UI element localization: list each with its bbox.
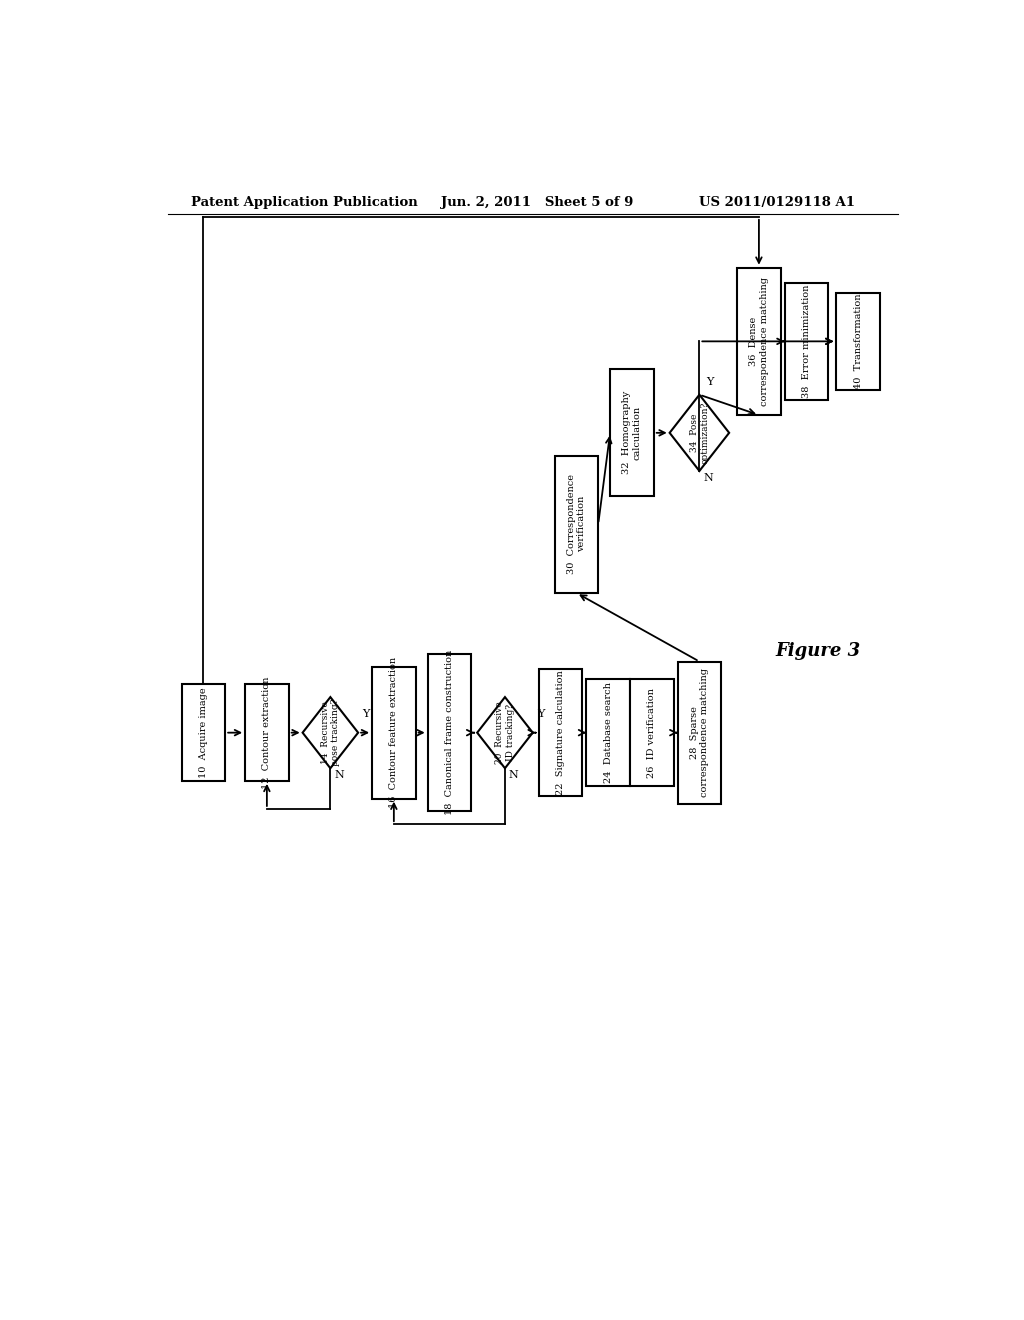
Text: 22  Signature calculation: 22 Signature calculation (556, 671, 565, 795)
Text: 38  Error minimization: 38 Error minimization (802, 285, 811, 399)
Text: N: N (703, 473, 713, 483)
Text: 32  Homography
calculation: 32 Homography calculation (623, 391, 642, 474)
Text: 34  Pose
optimization?: 34 Pose optimization? (690, 401, 709, 463)
Text: Jun. 2, 2011   Sheet 5 of 9: Jun. 2, 2011 Sheet 5 of 9 (441, 195, 634, 209)
FancyBboxPatch shape (245, 684, 289, 781)
Polygon shape (477, 697, 532, 768)
FancyBboxPatch shape (181, 684, 225, 781)
Text: 18  Canonical frame construction: 18 Canonical frame construction (444, 649, 454, 816)
Text: 16  Contour feature extraction: 16 Contour feature extraction (389, 657, 398, 808)
Text: 10  Acquire image: 10 Acquire image (199, 688, 208, 777)
FancyBboxPatch shape (837, 293, 880, 389)
FancyBboxPatch shape (737, 268, 780, 414)
Text: Y: Y (706, 376, 713, 387)
Text: 20  Recursive
ID tracking?: 20 Recursive ID tracking? (496, 701, 515, 764)
Text: 26  ID verification: 26 ID verification (647, 688, 656, 777)
FancyBboxPatch shape (784, 282, 828, 400)
FancyBboxPatch shape (630, 680, 674, 785)
Text: Y: Y (537, 709, 544, 719)
FancyBboxPatch shape (555, 455, 598, 593)
Text: US 2011/0129118 A1: US 2011/0129118 A1 (699, 195, 855, 209)
Text: Figure 3: Figure 3 (776, 643, 861, 660)
Text: 14  Recursive
pose tracking?: 14 Recursive pose tracking? (321, 700, 340, 767)
Text: N: N (509, 771, 519, 780)
FancyBboxPatch shape (678, 661, 721, 804)
FancyBboxPatch shape (428, 653, 471, 812)
Text: 40  Transformation: 40 Transformation (854, 293, 862, 389)
Text: 36  Dense
correspondence matching: 36 Dense correspondence matching (750, 277, 769, 405)
Text: 24  Database search: 24 Database search (603, 682, 612, 783)
Polygon shape (670, 395, 729, 471)
Text: 30  Correspondence
verification: 30 Correspondence verification (566, 474, 586, 574)
FancyBboxPatch shape (610, 370, 653, 496)
Text: N: N (334, 771, 344, 780)
Text: 12  Contour extraction: 12 Contour extraction (262, 676, 271, 789)
Text: Y: Y (362, 709, 370, 719)
FancyBboxPatch shape (539, 669, 583, 796)
Text: 28  Sparse
correspondence matching: 28 Sparse correspondence matching (690, 668, 709, 797)
FancyBboxPatch shape (587, 680, 630, 785)
Polygon shape (303, 697, 358, 768)
Text: Patent Application Publication: Patent Application Publication (191, 195, 418, 209)
FancyBboxPatch shape (372, 667, 416, 799)
